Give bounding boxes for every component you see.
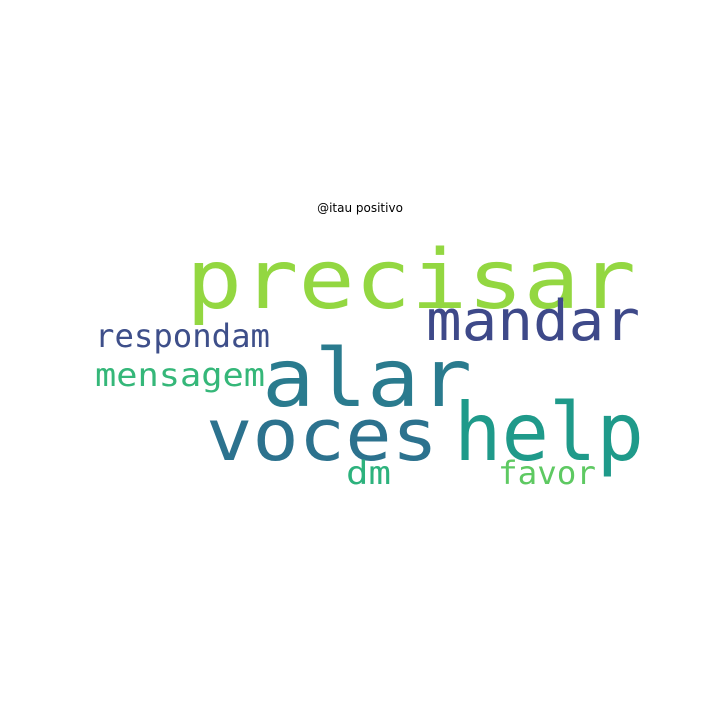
word-mandar: mandar: [426, 289, 640, 354]
word-alar: alar: [262, 332, 472, 425]
word-dm: dm: [346, 454, 391, 492]
word-mensagem: mensagem: [95, 356, 265, 394]
word-precisar: precisar: [186, 233, 636, 328]
word-voces: voces: [206, 393, 438, 477]
word-favor: favor: [498, 454, 596, 492]
wordcloud-title: @itau positivo: [317, 201, 403, 215]
word-help: help: [454, 386, 644, 479]
word-respondam: respondam: [95, 317, 270, 355]
